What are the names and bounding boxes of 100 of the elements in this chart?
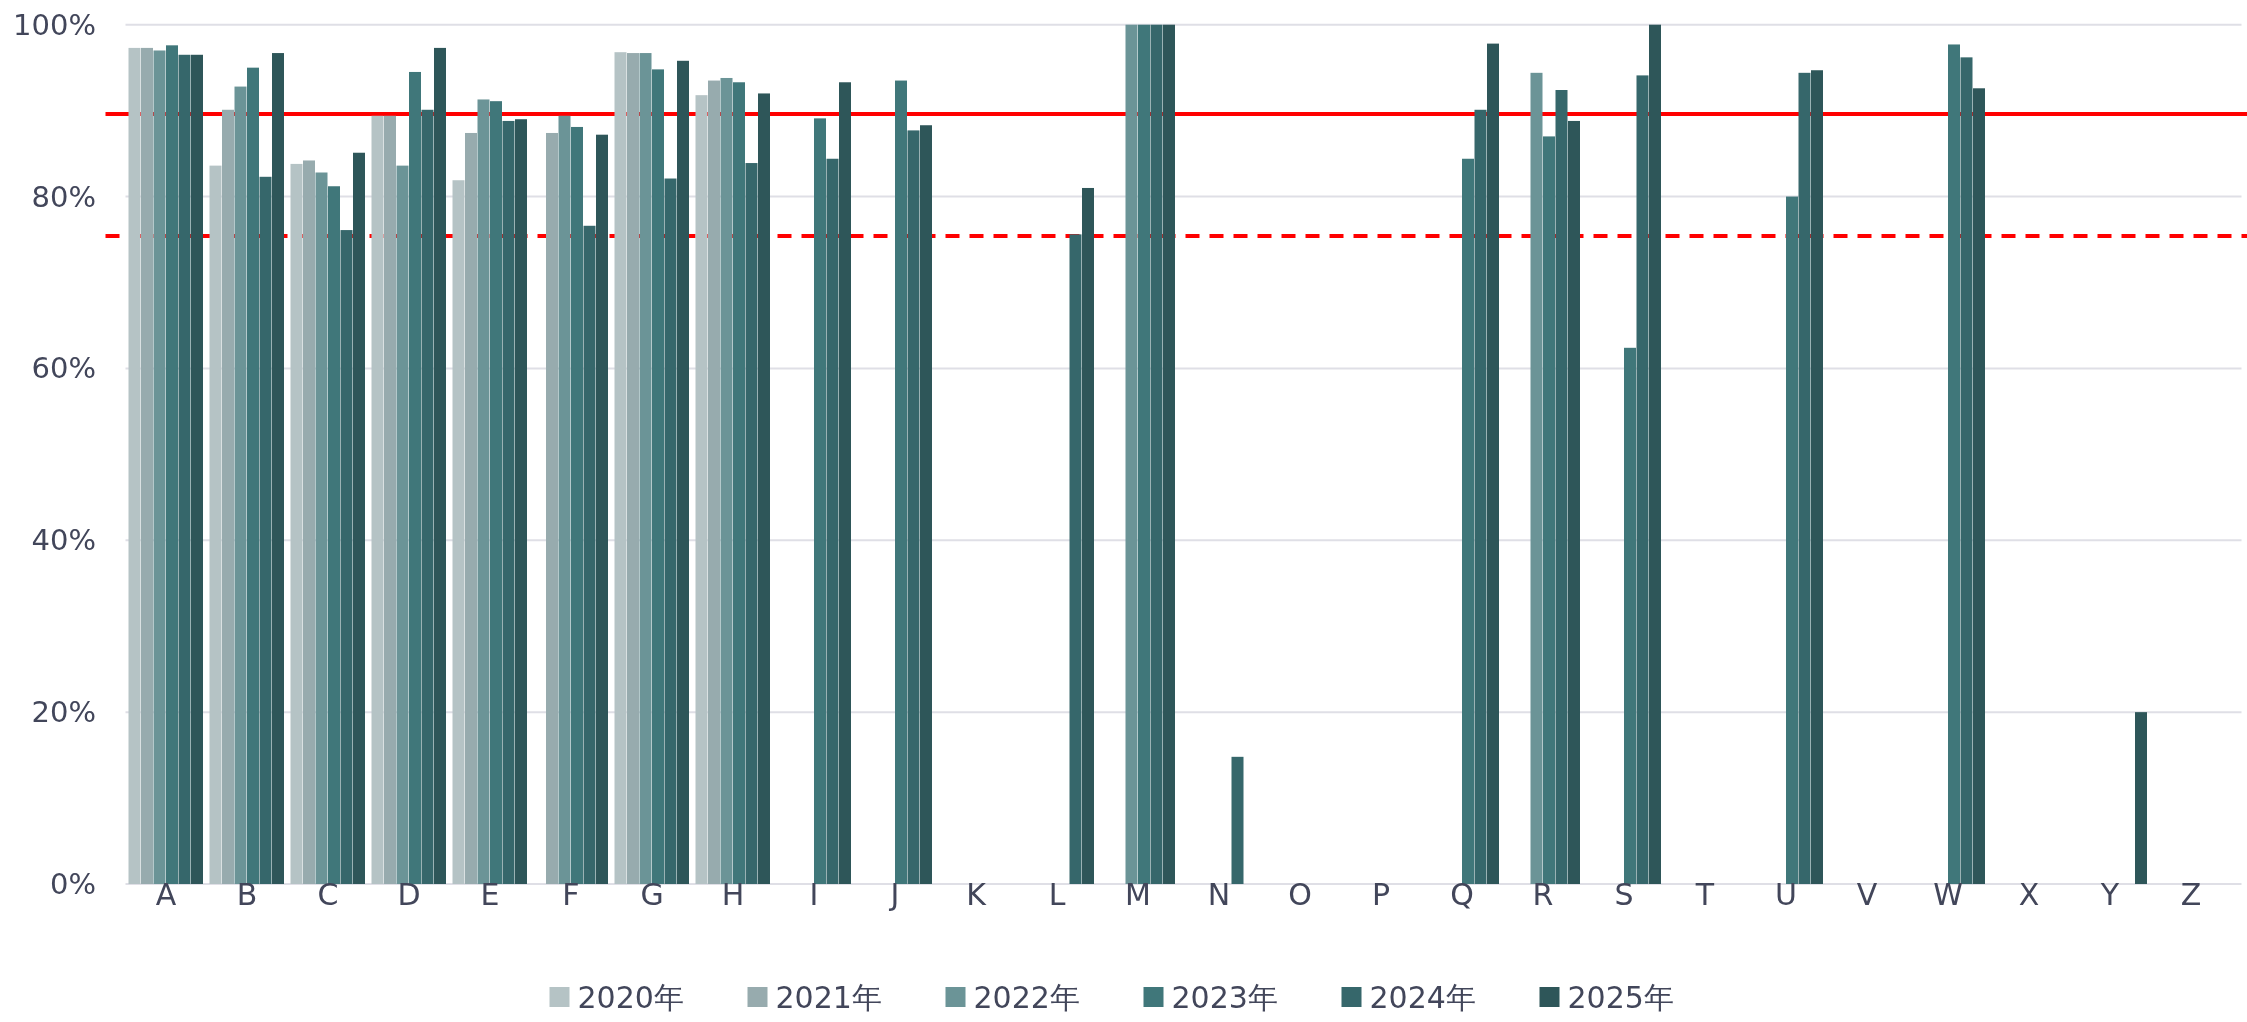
bar bbox=[153, 50, 166, 884]
bar bbox=[1163, 24, 1175, 884]
y-tick-label: 60% bbox=[31, 351, 96, 386]
bar bbox=[627, 53, 639, 884]
bar bbox=[191, 54, 203, 884]
x-tick-label: N bbox=[1207, 877, 1231, 912]
bar bbox=[465, 132, 477, 884]
bar bbox=[209, 165, 222, 884]
bar bbox=[222, 109, 234, 884]
bar bbox=[409, 71, 421, 884]
bar bbox=[434, 47, 446, 884]
bar bbox=[1636, 75, 1649, 884]
y-tick-label: 20% bbox=[31, 695, 96, 730]
x-tick-label: G bbox=[640, 877, 664, 912]
y-tick-label: 0% bbox=[49, 867, 96, 901]
bar bbox=[1462, 158, 1474, 884]
x-tick-label: U bbox=[1775, 877, 1797, 912]
bar bbox=[315, 172, 328, 884]
bar bbox=[758, 93, 770, 884]
bar bbox=[1798, 72, 1811, 884]
x-tick-label: T bbox=[1694, 877, 1715, 912]
x-tick-label: O bbox=[1288, 877, 1312, 912]
bar bbox=[664, 178, 677, 884]
x-tick-label: F bbox=[562, 877, 580, 912]
bar bbox=[1138, 24, 1150, 884]
x-tick-label: K bbox=[966, 877, 988, 912]
bar bbox=[571, 126, 583, 884]
bar bbox=[247, 67, 259, 884]
bar bbox=[371, 115, 384, 884]
bar bbox=[733, 82, 745, 884]
bar bbox=[1530, 72, 1543, 884]
x-tick-label: Q bbox=[1450, 877, 1474, 912]
bar bbox=[583, 225, 596, 884]
bar bbox=[1973, 88, 1985, 884]
legend-label: 2022年 bbox=[973, 980, 1080, 1015]
bar bbox=[677, 60, 689, 884]
x-tick-label: Y bbox=[2099, 877, 2120, 912]
x-tick-label: M bbox=[1125, 877, 1151, 912]
legend-label: 2021年 bbox=[775, 980, 882, 1015]
bar bbox=[546, 132, 558, 884]
bar bbox=[814, 118, 826, 884]
bar bbox=[1555, 90, 1568, 884]
bar bbox=[839, 82, 851, 884]
bar bbox=[652, 69, 664, 884]
bar bbox=[1082, 187, 1094, 884]
bar bbox=[303, 160, 315, 884]
legend-label: 2023年 bbox=[1171, 980, 1278, 1015]
bar bbox=[396, 165, 409, 884]
x-tick-label: V bbox=[1856, 877, 1878, 912]
bar bbox=[720, 77, 733, 884]
bar bbox=[1150, 24, 1163, 884]
bar bbox=[1811, 70, 1823, 884]
bar bbox=[1786, 196, 1798, 884]
x-tick-label: L bbox=[1048, 877, 1066, 912]
x-tick-label: R bbox=[1532, 877, 1554, 912]
bar bbox=[128, 47, 141, 884]
bar bbox=[558, 115, 571, 884]
bar bbox=[328, 186, 340, 884]
x-tick-label: E bbox=[480, 877, 500, 912]
bar bbox=[1125, 24, 1138, 884]
legend-label: 2020年 bbox=[577, 980, 684, 1015]
legend-label: 2025年 bbox=[1567, 980, 1674, 1015]
bar bbox=[745, 163, 758, 884]
bar bbox=[452, 180, 465, 884]
x-tick-label: S bbox=[1614, 877, 1634, 912]
bar bbox=[502, 120, 515, 884]
bar bbox=[290, 163, 303, 884]
bar bbox=[353, 152, 365, 884]
bar bbox=[920, 125, 932, 884]
y-tick-label: 100% bbox=[13, 7, 96, 42]
bar bbox=[695, 95, 708, 884]
x-tick-label: P bbox=[1371, 877, 1391, 912]
x-tick-label: X bbox=[2018, 877, 2040, 912]
y-tick-label: 80% bbox=[31, 179, 96, 214]
bar bbox=[421, 109, 434, 884]
bar bbox=[384, 115, 396, 884]
bar bbox=[490, 101, 502, 884]
x-tick-label: D bbox=[397, 877, 421, 912]
bar bbox=[1649, 24, 1661, 884]
bar bbox=[1069, 234, 1082, 884]
bar bbox=[259, 176, 272, 884]
bar bbox=[1568, 120, 1580, 884]
bar bbox=[1231, 756, 1244, 884]
x-tick-label: W bbox=[1933, 877, 1963, 912]
bar bbox=[639, 53, 652, 884]
x-tick-label: J bbox=[888, 877, 900, 912]
x-tick-label: B bbox=[236, 877, 258, 912]
legend-label: 2024年 bbox=[1369, 980, 1476, 1015]
bar bbox=[272, 53, 284, 884]
bar bbox=[515, 119, 527, 884]
bar bbox=[1948, 44, 1960, 884]
bar bbox=[1543, 136, 1555, 884]
x-tick-label: C bbox=[317, 877, 339, 912]
bar bbox=[708, 80, 720, 884]
bar bbox=[340, 230, 353, 884]
bar bbox=[907, 130, 920, 884]
x-tick-label: Z bbox=[2180, 877, 2202, 912]
bar bbox=[166, 45, 178, 884]
bar bbox=[178, 54, 191, 884]
bar bbox=[2135, 712, 2147, 884]
